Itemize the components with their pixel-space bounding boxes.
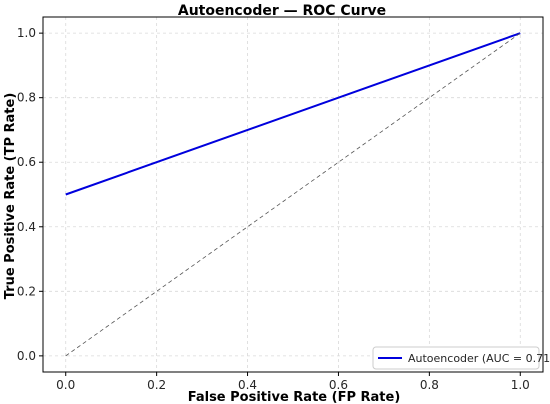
plot-frame bbox=[42, 16, 544, 373]
y-tick-label-4: 0.8 bbox=[17, 91, 36, 105]
x-axis-label: False Positive Rate (FP Rate) bbox=[188, 390, 401, 404]
y-tick-label-2: 0.4 bbox=[17, 220, 36, 234]
y-tick-label-5: 1.0 bbox=[17, 26, 36, 40]
x-tick-label-4: 0.8 bbox=[420, 378, 439, 392]
chance-diagonal-line bbox=[65, 32, 521, 357]
chart-title: Autoencoder — ROC Curve bbox=[178, 3, 386, 19]
legend: Autoencoder (AUC = 0.71) bbox=[372, 346, 550, 370]
series-group bbox=[65, 32, 521, 357]
legend-label-autoencoder: Autoencoder (AUC = 0.71) bbox=[408, 352, 550, 365]
y-tick-label-3: 0.6 bbox=[17, 155, 36, 169]
x-tick-label-2: 0.4 bbox=[238, 378, 257, 392]
ticks: 0.0 0.2 0.4 0.6 0.8 1.0 0.0 0.2 0.4 0.6 0.8 1.0 bbox=[17, 26, 530, 392]
y-tick-label-1: 0.2 bbox=[17, 284, 36, 298]
y-axis-label: True Positive Rate (TP Rate) bbox=[3, 93, 18, 300]
x-tick-label-1: 0.2 bbox=[147, 378, 166, 392]
x-tick-label-5: 1.0 bbox=[511, 378, 530, 392]
roc-curve-line bbox=[65, 32, 521, 196]
legend-box bbox=[372, 346, 540, 370]
x-tick-label-0: 0.0 bbox=[56, 378, 75, 392]
y-tick-label-0: 0.0 bbox=[17, 349, 36, 363]
x-tick-label-3: 0.6 bbox=[329, 378, 348, 392]
